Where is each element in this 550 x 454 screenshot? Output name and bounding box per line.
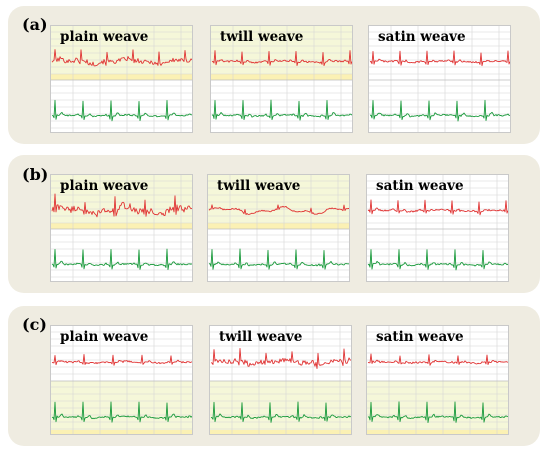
panel-a2-ecg-plot	[211, 26, 352, 132]
bottom-signal-trace	[208, 248, 349, 270]
panel-a3-ecg-plot	[369, 26, 510, 132]
top-signal-trace	[208, 204, 349, 216]
bottom-zone-bg	[367, 229, 508, 281]
group-c-panel-plain-weave: plain weave	[50, 325, 193, 435]
top-zone-stripe	[51, 74, 192, 80]
top-signal-trace	[51, 354, 192, 366]
top-zone-bg	[367, 326, 508, 381]
bottom-signal-trace	[367, 401, 508, 424]
top-signal-trace	[369, 50, 510, 67]
group-b-panel-twill-weave: twill weave	[207, 174, 350, 282]
panel-b2-ecg-plot	[208, 175, 349, 281]
bottom-zone-bg	[51, 229, 192, 281]
bottom-signal-trace	[51, 401, 192, 423]
bottom-signal-trace	[51, 248, 192, 271]
panel-title: satin weave	[378, 29, 466, 45]
bottom-zone-bg	[210, 381, 351, 434]
bottom-zone-stripe	[210, 430, 351, 434]
bottom-zone-stripe	[367, 430, 508, 434]
bottom-zone-bg	[367, 381, 508, 434]
panel-c1-ecg-plot	[51, 326, 192, 434]
top-zone-bg	[51, 326, 192, 381]
panel-title: satin weave	[376, 178, 464, 194]
bottom-signal-trace	[369, 99, 510, 122]
top-signal-trace	[210, 347, 351, 370]
bottom-zone-stripe	[51, 430, 192, 434]
top-signal-trace	[51, 193, 192, 218]
bottom-signal-trace	[211, 99, 352, 121]
bottom-zone-bg	[211, 80, 352, 132]
panel-title: plain weave	[60, 178, 149, 194]
bottom-signal-trace	[367, 249, 508, 271]
group-a-panel-satin-weave: satin weave	[368, 25, 511, 133]
top-zone-stripe	[51, 223, 192, 229]
group-b-panel-satin-weave: satin weave	[366, 174, 509, 282]
group-a-panel-twill-weave: twill weave	[210, 25, 353, 133]
panel-title: plain weave	[60, 329, 149, 345]
panel-title: twill weave	[219, 329, 303, 345]
top-signal-trace	[367, 353, 508, 366]
panel-b3-ecg-plot	[367, 175, 508, 281]
panel-title: twill weave	[217, 178, 301, 194]
panel-c3-ecg-plot	[367, 326, 508, 434]
top-signal-trace	[51, 49, 192, 67]
group-a-panel-plain-weave: plain weave	[50, 25, 193, 133]
bottom-signal-trace	[210, 401, 351, 423]
group-c-panel-twill-weave: twill weave	[209, 325, 352, 435]
panel-a1-ecg-plot	[51, 26, 192, 132]
panel-title: satin weave	[376, 329, 464, 345]
top-zone-bg	[210, 326, 351, 381]
bottom-signal-trace	[51, 99, 192, 122]
top-signal-trace	[211, 50, 352, 67]
panel-b1-ecg-plot	[51, 175, 192, 281]
group-c-label: (c)	[22, 315, 47, 334]
panel-title: plain weave	[60, 29, 149, 45]
group-a-label: (a)	[22, 15, 48, 34]
group-b-panel-plain-weave: plain weave	[50, 174, 193, 282]
group-b-label: (b)	[22, 165, 49, 184]
panel-title: twill weave	[220, 29, 304, 45]
bottom-zone-bg	[208, 229, 349, 281]
group-c-panel-satin-weave: satin weave	[366, 325, 509, 435]
bottom-zone-bg	[51, 80, 192, 132]
panel-c2-ecg-plot	[210, 326, 351, 434]
top-signal-trace	[367, 199, 508, 216]
top-zone-stripe	[208, 223, 349, 229]
bottom-zone-bg	[369, 80, 510, 132]
bottom-zone-bg	[51, 381, 192, 434]
top-zone-stripe	[211, 74, 352, 80]
